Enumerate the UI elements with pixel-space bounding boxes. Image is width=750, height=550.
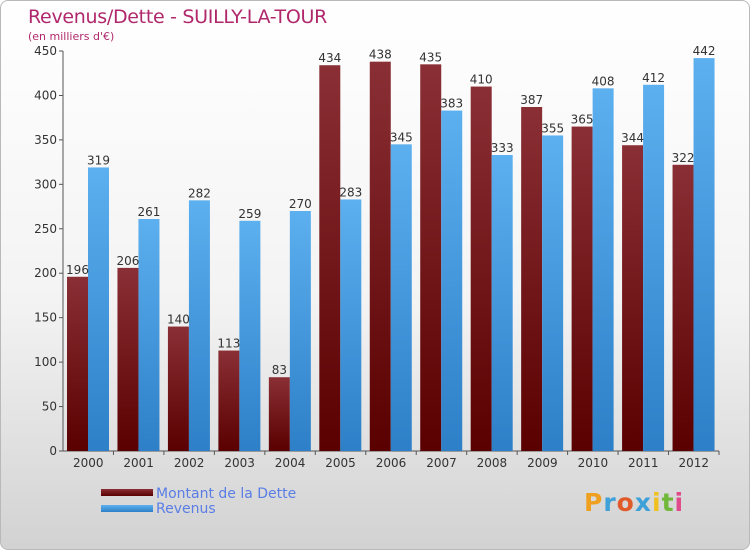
bar-dette — [319, 65, 341, 451]
data-label-revenus: 259 — [238, 207, 261, 221]
bar-dette — [369, 61, 391, 452]
legend-swatch-revenus — [101, 505, 153, 512]
bar-revenus — [542, 135, 564, 451]
bar-revenus — [592, 88, 614, 451]
data-label-revenus: 383 — [440, 97, 463, 111]
data-label-revenus: 345 — [390, 130, 413, 144]
data-label-revenus: 283 — [339, 185, 362, 199]
x-tick-label: 2000 — [73, 456, 104, 470]
bar-dette — [571, 126, 593, 452]
data-label-revenus: 408 — [592, 74, 615, 88]
bar-revenus — [289, 211, 311, 451]
bar-dette — [521, 107, 543, 451]
x-tick-label: 2002 — [174, 456, 205, 470]
bar-dette — [67, 276, 88, 451]
data-label-dette: 322 — [672, 151, 695, 165]
y-tick-label: 400 — [34, 88, 57, 102]
bar-dette — [622, 145, 644, 451]
logo-letter: t — [661, 488, 675, 517]
bar-revenus — [441, 110, 463, 452]
data-label-dette: 365 — [571, 113, 594, 127]
data-label-dette: 196 — [66, 263, 89, 277]
data-label-revenus: 333 — [491, 141, 514, 155]
x-tick-label: 2004 — [275, 456, 306, 470]
y-tick-label: 0 — [49, 444, 57, 458]
y-tick-label: 450 — [34, 44, 57, 58]
y-tick-label: 250 — [34, 222, 57, 236]
data-label-dette: 387 — [520, 93, 543, 107]
bar-dette — [218, 350, 240, 451]
bar-dette — [117, 267, 139, 451]
bar-revenus — [88, 167, 109, 451]
data-label-revenus: 282 — [188, 186, 211, 200]
bar-dette — [268, 377, 290, 451]
data-label-dette: 83 — [272, 363, 287, 377]
chart-title: Revenus/Dette - SUILLY-LA-TOUR — [28, 6, 328, 28]
data-labels-group: 196 319 206 261 140 282 113 259 83 270 434 283 438 34… — [66, 44, 715, 377]
logo-letter: x — [634, 488, 652, 517]
bar-dette — [167, 326, 189, 451]
data-label-revenus: 412 — [642, 71, 665, 85]
x-tick-label: 2008 — [477, 456, 508, 470]
x-tick-label: 2001 — [123, 456, 154, 470]
data-label-revenus: 319 — [87, 153, 110, 167]
logo-letter: i — [674, 488, 685, 517]
bar-dette — [420, 64, 442, 452]
y-tick-label: 50 — [42, 400, 57, 414]
data-label-dette: 344 — [621, 131, 644, 145]
data-label-revenus: 442 — [693, 44, 716, 58]
data-label-dette: 113 — [217, 337, 240, 351]
x-tick-label: 2009 — [527, 456, 558, 470]
logo-letter: r — [603, 488, 617, 517]
data-label-dette: 435 — [419, 50, 442, 64]
data-label-dette: 140 — [167, 313, 190, 327]
bar-revenus — [188, 200, 210, 451]
data-label-revenus: 355 — [541, 121, 564, 135]
legend-swatch-dette — [101, 489, 153, 496]
data-label-revenus: 270 — [289, 197, 312, 211]
y-tick-label: 300 — [34, 177, 57, 191]
x-tick-label: 2011 — [628, 456, 659, 470]
bars-group — [67, 58, 715, 452]
x-tick-label: 2007 — [426, 456, 457, 470]
bar-revenus — [693, 58, 715, 451]
logo-letter: i — [652, 488, 662, 517]
bar-revenus — [491, 155, 513, 451]
bar-dette — [672, 164, 694, 451]
data-label-dette: 206 — [117, 254, 140, 268]
data-label-revenus: 261 — [138, 205, 161, 219]
x-tick-label: 2005 — [325, 456, 356, 470]
y-tick-label: 350 — [34, 133, 57, 147]
x-tick-label: 2012 — [678, 456, 709, 470]
logo-letter: P — [584, 488, 604, 517]
y-tick-label: 200 — [34, 266, 57, 280]
bar-revenus — [340, 199, 362, 451]
y-tick-label: 100 — [34, 355, 57, 369]
legend-label-dette: Montant de la Dette — [156, 486, 297, 502]
x-tick-label: 2003 — [224, 456, 255, 470]
data-label-dette: 434 — [318, 51, 341, 65]
bar-revenus — [390, 144, 412, 452]
bar-revenus — [643, 84, 665, 452]
proxiti-logo: Proxiti — [584, 488, 684, 517]
data-label-dette: 410 — [470, 73, 493, 87]
bar-dette — [470, 86, 492, 452]
x-tick-label: 2006 — [376, 456, 407, 470]
x-tick-label: 2010 — [578, 456, 609, 470]
data-label-dette: 438 — [369, 48, 392, 62]
y-tick-label: 150 — [34, 311, 57, 325]
bar-revenus — [239, 220, 261, 451]
bar-revenus — [138, 219, 160, 451]
logo-letter: o — [616, 488, 635, 517]
legend-label-revenus: Revenus — [156, 501, 216, 517]
chart-subtitle: (en milliers d'€) — [28, 30, 115, 43]
